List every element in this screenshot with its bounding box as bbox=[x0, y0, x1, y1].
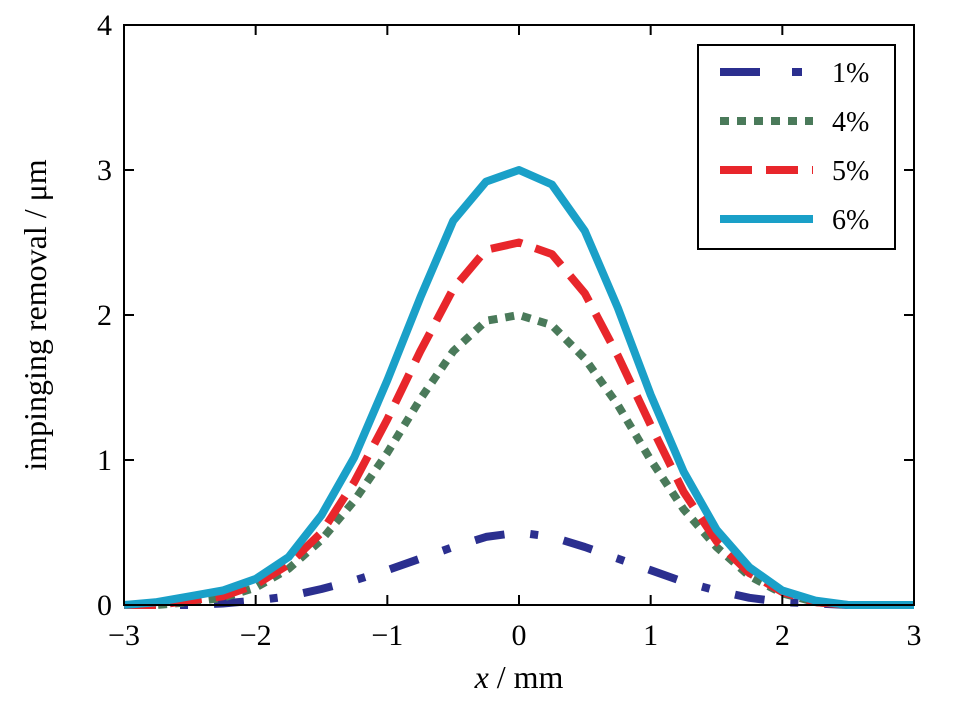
x-tick-label: 3 bbox=[907, 619, 922, 652]
tick-labels: −3 −2 −1 0 1 2 3 0 1 2 3 4 bbox=[97, 9, 922, 652]
x-tick-label: 1 bbox=[643, 619, 658, 652]
series-layer bbox=[123, 166, 914, 609]
y-axis-label: impinging removal / μm bbox=[17, 159, 53, 470]
y-tick-label: 3 bbox=[97, 154, 112, 187]
x-axis-unit: / mm bbox=[489, 659, 564, 695]
y-tick-label: 2 bbox=[97, 299, 112, 332]
legend-label-2: 5% bbox=[832, 156, 869, 187]
y-tick-label: 1 bbox=[97, 444, 112, 477]
series-line-2 bbox=[124, 238, 914, 609]
y-tick-label: 0 bbox=[97, 589, 112, 622]
x-tick-label: −2 bbox=[240, 619, 272, 652]
x-tick-label: −3 bbox=[108, 619, 140, 652]
legend-label-1: 4% bbox=[832, 107, 869, 138]
series-line-1 bbox=[124, 311, 914, 609]
legend-label-0: 1% bbox=[832, 58, 869, 89]
x-tick-label: 2 bbox=[775, 619, 790, 652]
series-line-3 bbox=[123, 166, 914, 609]
legend: 1% 4% 5% 6% bbox=[697, 44, 896, 250]
y-tick-label: 4 bbox=[97, 9, 112, 42]
legend-label-3: 6% bbox=[832, 205, 869, 236]
x-axis-label: x / mm bbox=[474, 659, 564, 695]
x-tick-label: 0 bbox=[512, 619, 527, 652]
x-tick-label: −1 bbox=[371, 619, 403, 652]
ticks-layer bbox=[123, 24, 915, 606]
x-axis-variable: x bbox=[474, 659, 489, 695]
